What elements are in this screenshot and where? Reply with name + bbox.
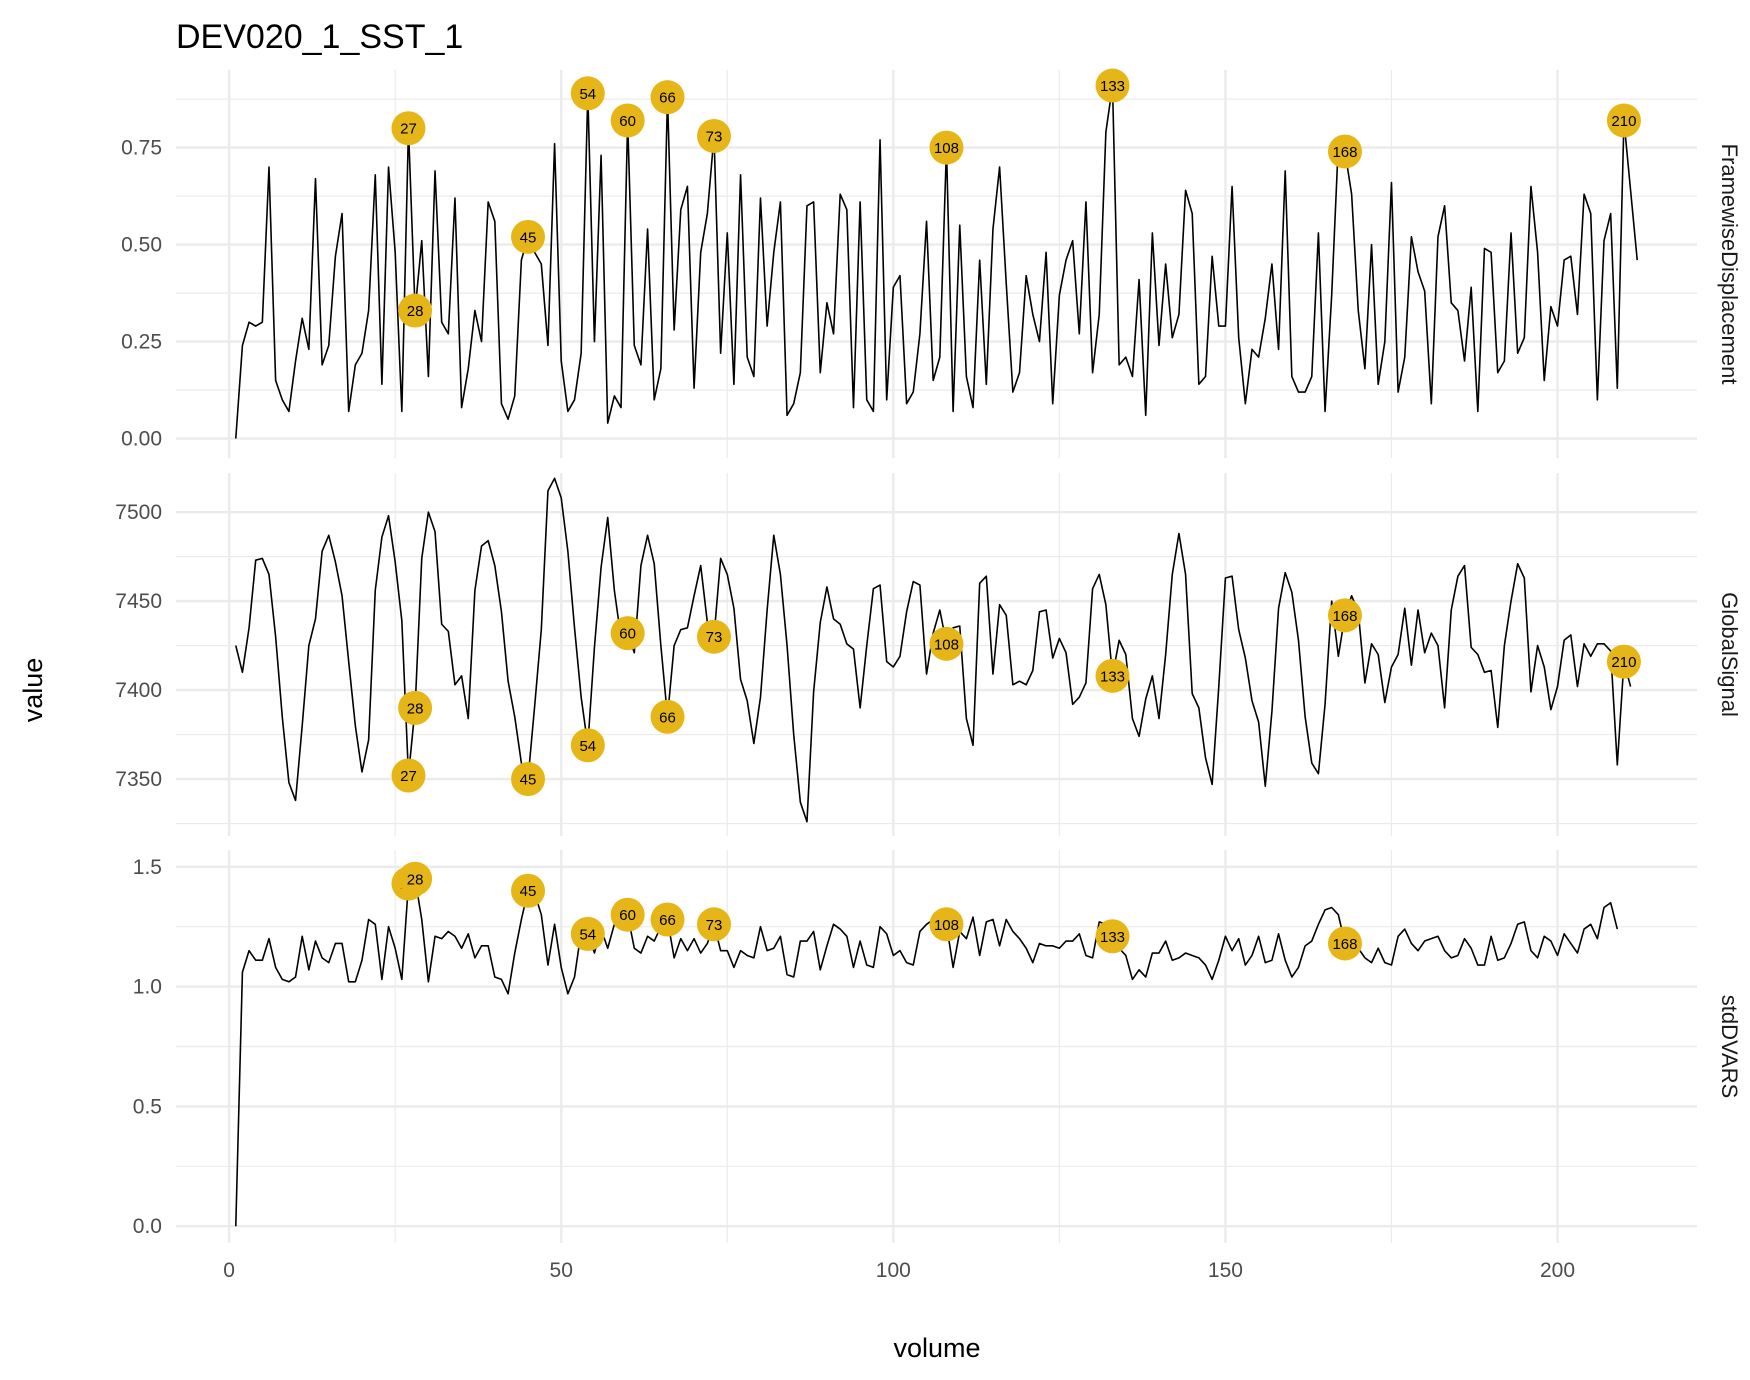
x-tick-label: 150 (1208, 1259, 1243, 1282)
strip-label: FramewiseDisplacement (1717, 144, 1742, 385)
y-tick-label: 7350 (115, 768, 162, 791)
y-tick-label: 0.5 (133, 1095, 162, 1118)
flag-marker-label: 27 (400, 768, 417, 785)
flag-marker-label: 210 (1611, 654, 1636, 671)
flag-marker (1606, 644, 1641, 679)
y-axis-title: value (18, 658, 48, 723)
flag-marker-label: 73 (706, 917, 723, 934)
flag-marker-label: 108 (934, 917, 959, 934)
flag-marker-label: 45 (520, 772, 537, 789)
flag-marker-label: 210 (1611, 113, 1636, 130)
flag-marker-label: 45 (520, 883, 537, 900)
flag-marker-label: 66 (659, 912, 676, 929)
series-line (235, 477, 1632, 823)
x-axis-title: volume (893, 1333, 980, 1363)
chart-title: DEV020_1_SST_1 (176, 18, 463, 56)
flag-marker (570, 76, 605, 111)
flag-marker (610, 103, 645, 138)
y-tick-label: 0.00 (121, 428, 162, 451)
flag-marker (610, 616, 645, 651)
flag-marker-label: 133 (1100, 929, 1125, 946)
flag-marker (929, 130, 964, 165)
flag-marker-label: 45 (520, 229, 537, 246)
flag-marker-label: 60 (619, 626, 636, 643)
x-tick-label: 0 (223, 1259, 235, 1282)
panel-FramewiseDisplacement: 0.00 0.25 0.50 0.75 FramewiseDisplacement 27 2… (121, 68, 1742, 458)
flag-marker-label: 27 (400, 121, 417, 138)
flag-marker (1095, 919, 1130, 954)
flag-marker (391, 111, 426, 146)
flag-marker (398, 690, 433, 725)
flag-marker-label: 60 (619, 907, 636, 924)
flag-marker (1327, 926, 1362, 961)
flag-marker (1606, 103, 1641, 138)
x-axis-ticks: 0 50 100 150 200 (223, 1259, 1575, 1282)
flag-marker-label: 28 (407, 303, 424, 320)
flag-marker (511, 219, 546, 254)
strip-label: GlobalSignal (1717, 592, 1742, 717)
flag-marker-label: 168 (1332, 144, 1357, 161)
x-tick-label: 50 (550, 1259, 573, 1282)
flag-marker (1327, 598, 1362, 633)
flag-marker-label: 73 (706, 128, 723, 145)
strip-label: stdDVARS (1717, 995, 1742, 1099)
flag-marker-label: 28 (407, 871, 424, 888)
flag-marker-label: 73 (706, 629, 723, 646)
flag-marker (391, 758, 426, 793)
flag-marker (929, 907, 964, 942)
flag-marker (650, 902, 685, 937)
flag-marker (398, 293, 433, 328)
flag-marker (1327, 134, 1362, 169)
flag-marker-label: 28 (407, 700, 424, 717)
y-tick-label: 0.25 (121, 331, 162, 354)
flag-marker-label: 133 (1100, 78, 1125, 95)
flag-marker (650, 699, 685, 734)
x-tick-label: 200 (1540, 1259, 1575, 1282)
panel-stdDVARS: 0.00.51.01.5stdDVARS27284554606673108133… (133, 850, 1742, 1243)
y-tick-label: 7500 (115, 501, 162, 524)
y-tick-label: 1.0 (133, 976, 162, 999)
flag-marker (570, 916, 605, 951)
flag-marker (1095, 68, 1130, 103)
flag-marker-label: 168 (1332, 936, 1357, 953)
series-line (234, 877, 1619, 1227)
flag-marker-label: 168 (1332, 608, 1357, 625)
flag-marker (398, 861, 433, 896)
flag-marker-label: 54 (579, 738, 596, 755)
panel-GlobalSignal: 7350 7400 7450 7500 GlobalSignal 27 28 45 54 60 66… (115, 473, 1742, 836)
flag-marker-label: 133 (1100, 668, 1125, 685)
y-tick-label: 0.75 (121, 137, 162, 160)
flag-marker (1095, 658, 1130, 693)
flag-marker-label: 108 (934, 140, 959, 157)
y-tick-label: 7450 (115, 590, 162, 613)
flag-marker (696, 619, 731, 654)
flag-marker (511, 762, 546, 797)
flag-marker-label: 66 (659, 90, 676, 107)
y-tick-label: 7400 (115, 679, 162, 702)
flag-marker (570, 728, 605, 763)
flag-marker-label: 66 (659, 709, 676, 726)
flag-marker-label: 108 (934, 636, 959, 653)
flag-marker-label: 54 (579, 86, 596, 103)
flag-marker (650, 80, 685, 115)
flag-marker-label: 60 (619, 113, 636, 130)
flag-marker (696, 907, 731, 942)
y-tick-label: 1.5 (133, 856, 162, 879)
panels-layer: 0.00 0.25 0.50 0.75 FramewiseDisplacement 27 2… (115, 68, 1742, 1243)
x-tick-label: 100 (876, 1259, 911, 1282)
y-tick-label: 0.0 (133, 1215, 162, 1238)
flag-marker (696, 118, 731, 153)
series-line (234, 84, 1639, 439)
y-tick-label: 0.50 (121, 234, 162, 257)
flag-marker (610, 897, 645, 932)
flag-marker-label: 54 (579, 926, 596, 943)
flag-marker (929, 626, 964, 661)
flag-marker (511, 873, 546, 908)
